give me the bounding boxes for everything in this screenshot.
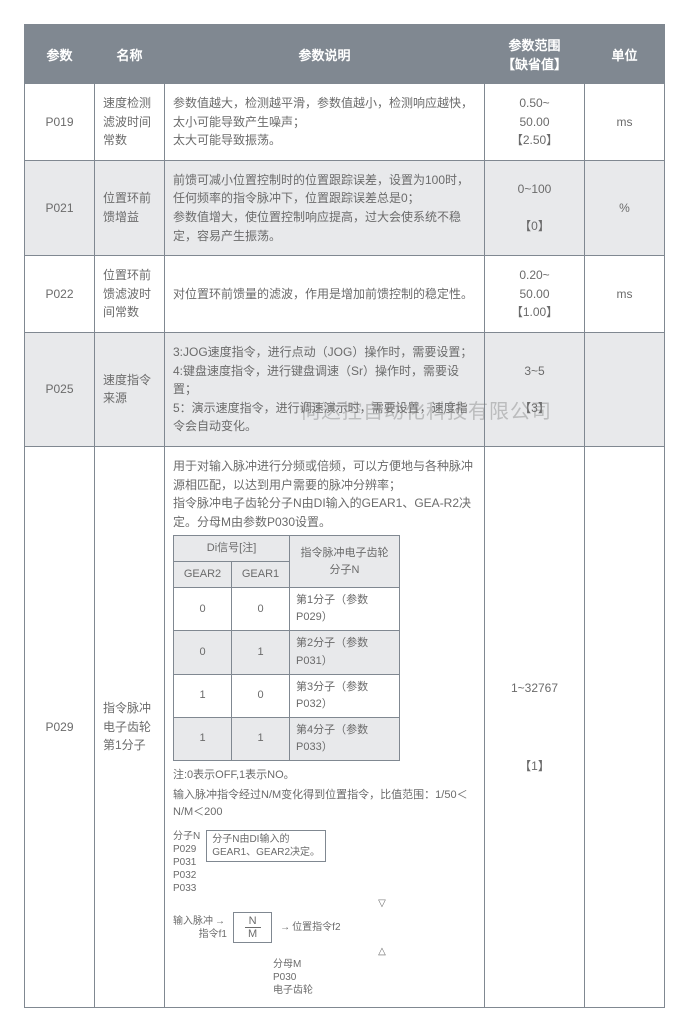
arrow-right-icon <box>213 916 227 927</box>
header-unit: 单位 <box>585 25 665 84</box>
cell-param: P022 <box>25 256 95 333</box>
cell-name: 速度检测滤波时间常数 <box>95 84 165 161</box>
inner-cell: 第2分子（参数P031） <box>290 631 400 674</box>
parameter-table: 参数 名称 参数说明 参数范围 【缺省值】 单位 P019 速度检测滤波时间常数… <box>24 24 665 1008</box>
table-row: P019 速度检测滤波时间常数 参数值越大，检测越平滑，参数值越小，检测响应越快… <box>25 84 665 161</box>
cell-desc: 参数值越大，检测越平滑，参数值越小，检测响应越快，太小可能导致产生噪声； 太大可… <box>165 84 485 161</box>
cell-range: 3~5 【3】 <box>485 332 585 446</box>
cell-param: P019 <box>25 84 95 161</box>
cell-range: 0.20~ 50.00 【1.00】 <box>485 256 585 333</box>
inner-head-n: 指令脉冲电子齿轮分子N <box>290 536 400 588</box>
inner-cell: 0 <box>174 631 232 674</box>
inner-cell: 第4分子（参数P033） <box>290 717 400 760</box>
inner-cell: 0 <box>174 588 232 631</box>
inner-cell: 0 <box>232 674 290 717</box>
dg-in2: 指令f1 <box>199 928 227 941</box>
dg-out: 位置指令f2 <box>278 921 340 934</box>
inner-g2: GEAR2 <box>174 562 232 588</box>
table-row-p029: P029 指令脉冲电子齿轮第1分子 用于对输入脉冲进行分频或倍频，可以方便地与各… <box>25 446 665 1008</box>
inner-head-di: Di信号[注] <box>174 536 290 562</box>
dg-left: 分子N P029 P031 P032 P033 <box>173 830 200 895</box>
inner-g1: GEAR1 <box>232 562 290 588</box>
cell-param: P029 <box>25 446 95 1008</box>
cell-name: 位置环前馈增益 <box>95 160 165 255</box>
table-row: P025 速度指令来源 3:JOG速度指令，进行点动（JOG）操作时，需要设置；… <box>25 332 665 446</box>
cell-desc-p029: 用于对输入脉冲进行分频或倍频，可以方便地与各种脉冲源相匹配，以达到用户需要的脉冲… <box>165 446 485 1008</box>
inner-cell: 第3分子（参数P032） <box>290 674 400 717</box>
table-header-row: 参数 名称 参数说明 参数范围 【缺省值】 单位 <box>25 25 665 84</box>
cell-range: 0~100 【0】 <box>485 160 585 255</box>
p029-note2: 输入脉冲指令经过N/M变化得到位置指令，比值范围：1/50＜N/M＜200 <box>173 787 476 820</box>
inner-cell: 1 <box>232 631 290 674</box>
cell-unit: % <box>585 160 665 255</box>
cell-param: P021 <box>25 160 95 255</box>
cell-desc: 3:JOG速度指令，进行点动（JOG）操作时，需要设置； 4:键盘速度指令，进行… <box>165 332 485 446</box>
cell-name: 速度指令来源 <box>95 332 165 446</box>
p029-range-top: 1~32767 <box>493 679 576 698</box>
p029-range-bot: 【1】 <box>493 757 576 776</box>
inner-cell: 1 <box>174 717 232 760</box>
table-row: P022 位置环前馈滤波时间常数 对位置环前馈量的滤波，作用是增加前馈控制的稳定… <box>25 256 665 333</box>
dg-frac-den: M <box>244 928 261 940</box>
cell-range: 1~32767 【1】 <box>485 446 585 1008</box>
inner-cell: 第1分子（参数P029） <box>290 588 400 631</box>
p029-inner-table: Di信号[注] 指令脉冲电子齿轮分子N GEAR2 GEAR1 0 0 第1分子… <box>173 535 400 760</box>
inner-cell: 0 <box>232 588 290 631</box>
inner-cell: 1 <box>174 674 232 717</box>
dg-fraction: N M <box>233 912 272 943</box>
cell-unit <box>585 446 665 1008</box>
cell-desc: 对位置环前馈量的滤波，作用是增加前馈控制的稳定性。 <box>165 256 485 333</box>
cell-unit: ms <box>585 84 665 161</box>
p029-diagram: 分子N P029 P031 P032 P033 分子N由DI输入的GEAR1、G… <box>173 830 476 997</box>
cell-param: P025 <box>25 332 95 446</box>
table-row: P021 位置环前馈增益 前馈可减小位置控制时的位置跟踪误差，设置为100时，任… <box>25 160 665 255</box>
dg-up-arrow-icon: △ <box>288 945 476 958</box>
header-name: 名称 <box>95 25 165 84</box>
cell-unit: ms <box>585 256 665 333</box>
cell-range: 0.50~ 50.00 【2.50】 <box>485 84 585 161</box>
dg-frac-num: N <box>245 915 261 928</box>
dg-in: 输入脉冲 <box>173 915 227 928</box>
cell-unit <box>585 332 665 446</box>
header-param: 参数 <box>25 25 95 84</box>
header-desc: 参数说明 <box>165 25 485 84</box>
cell-name: 位置环前馈滤波时间常数 <box>95 256 165 333</box>
p029-intro: 用于对输入脉冲进行分频或倍频，可以方便地与各种脉冲源相匹配，以达到用户需要的脉冲… <box>173 457 476 531</box>
arrow-right-icon <box>278 922 292 933</box>
inner-cell: 1 <box>232 717 290 760</box>
dg-bottom: 分母M P030 电子齿轮 <box>273 958 476 997</box>
cell-name: 指令脉冲电子齿轮第1分子 <box>95 446 165 1008</box>
dg-down-arrow-icon: ▽ <box>288 897 476 910</box>
p029-note1: 注:0表示OFF,1表示NO。 <box>173 767 476 784</box>
header-range: 参数范围 【缺省值】 <box>485 25 585 84</box>
cell-desc: 前馈可减小位置控制时的位置跟踪误差，设置为100时，任何频率的指令脉冲下，位置跟… <box>165 160 485 255</box>
dg-box1: 分子N由DI输入的GEAR1、GEAR2决定。 <box>206 830 326 862</box>
